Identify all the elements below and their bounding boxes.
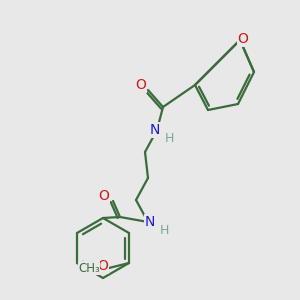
Text: O: O <box>238 32 248 46</box>
Text: O: O <box>136 78 146 92</box>
Text: N: N <box>150 123 160 137</box>
Text: O: O <box>98 259 108 273</box>
Text: H: H <box>159 224 169 236</box>
Text: CH₃: CH₃ <box>78 262 100 275</box>
Text: O: O <box>99 189 110 203</box>
Text: H: H <box>164 131 174 145</box>
Text: N: N <box>145 215 155 229</box>
